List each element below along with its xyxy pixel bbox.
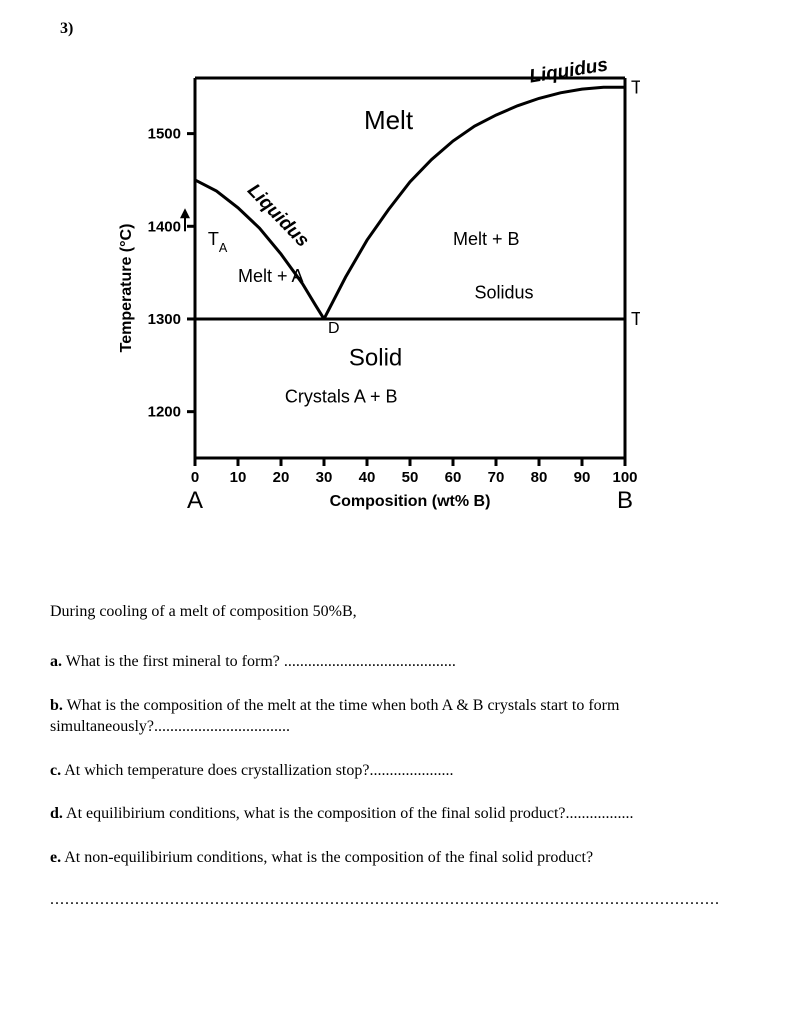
svg-text:40: 40: [359, 469, 376, 486]
question-d: d. At equilibirium conditions, what is t…: [50, 803, 747, 825]
answer-line-e: ........................................…: [50, 891, 747, 909]
svg-text:1500: 1500: [148, 126, 181, 143]
svg-text:TB: TB: [631, 77, 640, 103]
svg-text:70: 70: [488, 469, 505, 486]
question-b-text: What is the composition of the melt at t…: [50, 697, 619, 736]
question-e: e. At non-equilibirium conditions, what …: [50, 847, 747, 869]
svg-text:B: B: [617, 487, 633, 514]
svg-text:Melt + A: Melt + A: [238, 266, 304, 286]
question-a-text: What is the first mineral to form? .....…: [62, 653, 456, 670]
svg-text:1300: 1300: [148, 311, 181, 328]
question-b-label: b.: [50, 697, 63, 714]
svg-text:Solid: Solid: [349, 344, 402, 371]
svg-text:90: 90: [574, 469, 591, 486]
question-d-label: d.: [50, 805, 63, 822]
svg-text:1400: 1400: [148, 218, 181, 235]
page: 3) 0 10 20 30 40 50 60 70 80 90 100 1200 1300 1400 150…: [0, 0, 797, 949]
svg-text:Temperature (°C): Temperature (°C): [118, 224, 135, 353]
svg-text:10: 10: [230, 469, 247, 486]
svg-text:20: 20: [273, 469, 290, 486]
phase-diagram-chart: 0 10 20 30 40 50 60 70 80 90 100 1200 1300 1400 1500 Co…: [80, 48, 640, 573]
svg-text:Liquidus: Liquidus: [243, 180, 313, 252]
svg-text:50: 50: [402, 469, 419, 486]
intro-text: During cooling of a melt of composition …: [50, 603, 747, 621]
svg-text:D: D: [328, 320, 340, 337]
question-a: a. What is the first mineral to form? ..…: [50, 651, 747, 673]
svg-text:100: 100: [612, 469, 637, 486]
question-number: 3): [60, 20, 747, 38]
question-a-label: a.: [50, 653, 62, 670]
svg-text:Melt + B: Melt + B: [453, 229, 520, 249]
svg-text:TA: TA: [208, 229, 228, 255]
svg-text:30: 30: [316, 469, 333, 486]
svg-text:Liquidus: Liquidus: [528, 54, 609, 87]
svg-text:Solidus: Solidus: [475, 283, 534, 303]
svg-text:60: 60: [445, 469, 462, 486]
question-c-text: At which temperature does crystallizatio…: [61, 762, 453, 779]
phase-diagram-svg: 0 10 20 30 40 50 60 70 80 90 100 1200 1300 1400 1500 Co…: [80, 48, 640, 568]
svg-text:0: 0: [191, 469, 199, 486]
question-e-label: e.: [50, 849, 61, 866]
question-c-label: c.: [50, 762, 61, 779]
svg-text:Crystals A + B: Crystals A + B: [285, 386, 398, 406]
question-e-text: At non-equilibirium conditions, what is …: [61, 849, 593, 866]
svg-text:Melt: Melt: [364, 105, 414, 135]
question-d-text: At equilibirium conditions, what is the …: [63, 805, 634, 822]
svg-text:1200: 1200: [148, 404, 181, 421]
svg-text:A: A: [187, 487, 203, 514]
svg-text:80: 80: [531, 469, 548, 486]
svg-text:Composition (wt% B): Composition (wt% B): [330, 493, 491, 510]
question-c: c. At which temperature does crystalliza…: [50, 760, 747, 782]
question-b: b. What is the composition of the melt a…: [50, 695, 747, 738]
svg-text:TC: TC: [631, 309, 640, 335]
